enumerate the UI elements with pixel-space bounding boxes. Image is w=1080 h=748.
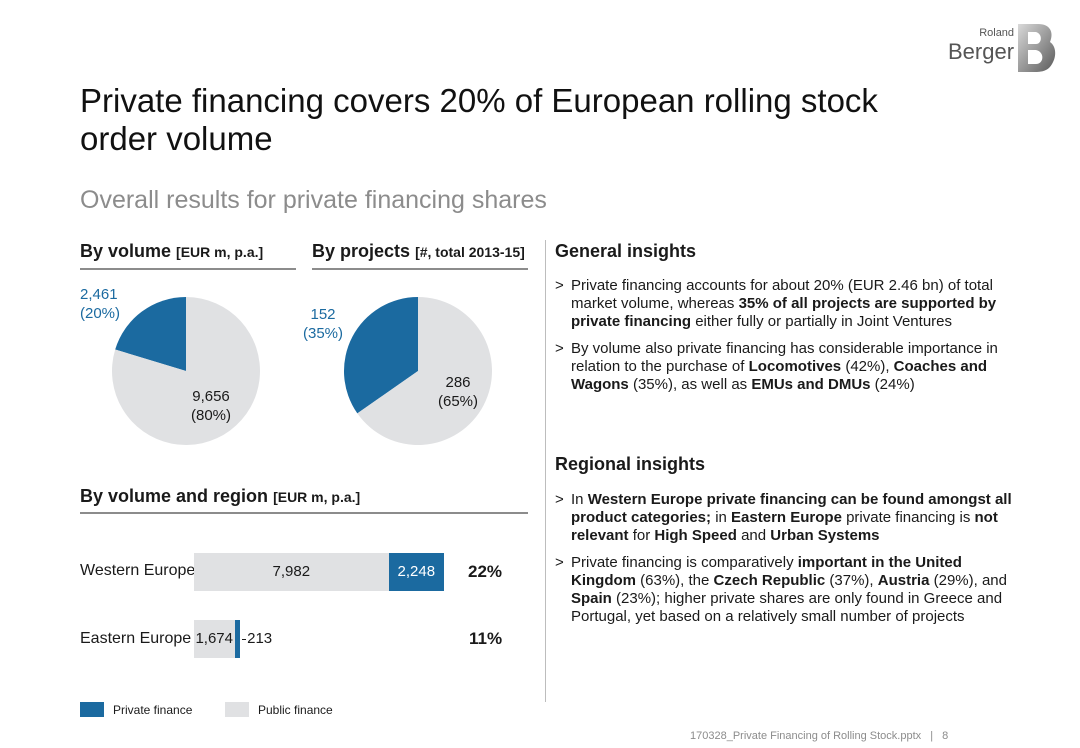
bar-eastern-public — [194, 620, 235, 658]
bar-western-public — [194, 553, 390, 591]
projects-pie-title: By projects — [312, 241, 411, 261]
bar-eastern-private-label: 213 — [247, 630, 273, 647]
volume-private-label: 2,461 (20%) — [80, 285, 120, 323]
volume-pie-unit: [EUR m, p.a.] — [176, 244, 264, 260]
bar-eastern-public-label: 1,674 — [195, 630, 233, 647]
general-insight-item: Private financing accounts for about 20%… — [555, 277, 1015, 331]
region-chart-unit: [EUR m, p.a.] — [273, 489, 361, 505]
legend-private-swatch — [80, 702, 104, 717]
region-label-western: Western Europe — [80, 562, 196, 579]
column-divider — [545, 240, 546, 702]
general-insights-list: Private financing accounts for about 20%… — [555, 277, 1015, 403]
projects-private-value: 152 — [310, 306, 336, 323]
regional-insight-item: In Western Europe private financing can … — [555, 491, 1015, 545]
page-title: Private financing covers 20% of European… — [80, 82, 878, 157]
projects-public-pct: (65%) — [438, 393, 479, 410]
bar-eastern-private — [234, 620, 241, 658]
logo-wordmark: Roland Berger — [948, 28, 1014, 63]
logo-small-text: Roland — [979, 27, 1015, 39]
regional-insights-list: In Western Europe private financing can … — [555, 491, 1015, 635]
volume-pie-chart — [112, 297, 260, 445]
volume-private-value: 2,461 — [80, 286, 118, 303]
region-chart-rule — [80, 512, 528, 514]
eastern-share-label: 11% — [469, 629, 503, 648]
projects-pie-heading: By projects [#, total 2013-15] — [312, 241, 525, 262]
projects-public-label: 286 (65%) — [438, 373, 478, 411]
legend-public-label: Public finance — [258, 703, 333, 717]
volume-private-pct: (20%) — [80, 305, 121, 322]
legend-private-label: Private finance — [113, 703, 193, 717]
footer: 170328_Private Financing of Rolling Stoc… — [690, 730, 948, 742]
regional-insight-item: Private financing is comparatively impor… — [555, 554, 1015, 626]
legend-public-swatch — [225, 702, 249, 717]
projects-private-pct: (35%) — [303, 325, 344, 342]
volume-public-label: 9,656 (80%) — [191, 387, 231, 425]
regional-insights-heading: Regional insights — [555, 454, 706, 474]
projects-pie-slice-public — [357, 297, 492, 445]
volume-pie-title: By volume — [80, 241, 172, 261]
volume-public-value: 9,656 — [192, 388, 230, 405]
projects-private-label: 152 (35%) — [303, 305, 343, 343]
volume-pie-slice-public — [112, 297, 260, 445]
western-share-label: 22% — [468, 562, 503, 581]
general-insights-heading: General insights — [555, 241, 697, 261]
volume-pie-slice-private — [115, 297, 186, 371]
page-subtitle: Overall results for private financing sh… — [80, 186, 547, 214]
bar-western-private-label: 2,248 — [397, 563, 436, 580]
bar-eastern-private-leader — [242, 639, 247, 640]
projects-pie-chart — [344, 297, 492, 445]
bar-western-private — [389, 553, 444, 591]
bar-western-public-label: 7,982 — [272, 563, 311, 580]
general-insight-item: By volume also private financing has con… — [555, 340, 1015, 394]
footer-page-number: 8 — [942, 730, 949, 742]
logo-big-text: Berger — [948, 39, 1015, 64]
projects-public-value: 286 — [445, 374, 471, 391]
region-chart-heading: By volume and region [EUR m, p.a.] — [80, 486, 360, 507]
projects-pie-unit: [#, total 2013-15] — [415, 244, 525, 260]
footer-filename: 170328_Private Financing of Rolling Stoc… — [690, 730, 922, 742]
volume-pie-rule — [80, 268, 296, 270]
projects-pie-slice-private — [344, 297, 418, 414]
volume-pie-heading: By volume [EUR m, p.a.] — [80, 241, 263, 262]
logo-b-icon — [1018, 24, 1056, 72]
volume-public-pct: (80%) — [191, 407, 232, 424]
region-label-eastern: Eastern Europe — [80, 630, 192, 647]
footer-separator: | — [930, 730, 934, 742]
projects-pie-rule — [312, 268, 528, 270]
region-chart-title: By volume and region — [80, 486, 269, 506]
